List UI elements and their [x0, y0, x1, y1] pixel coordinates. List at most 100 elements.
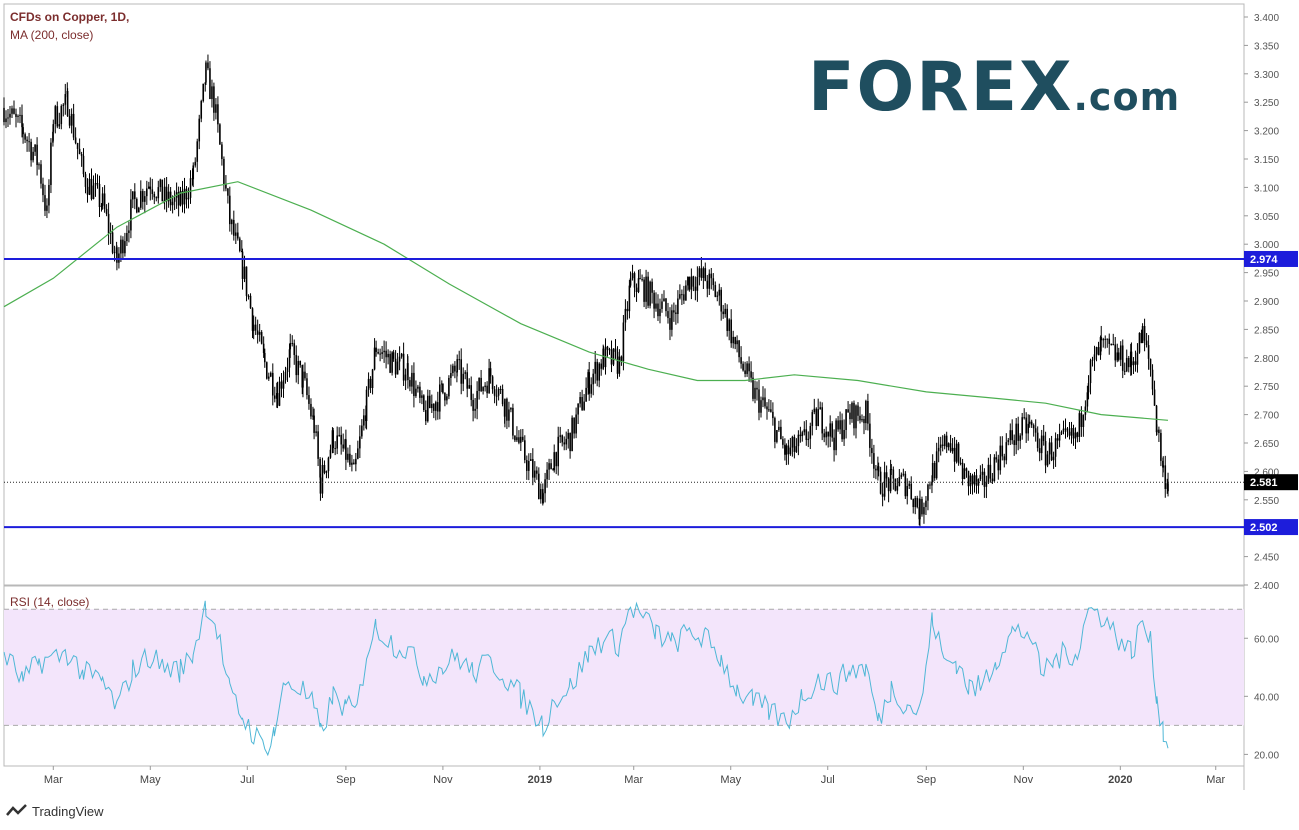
candle-body — [748, 363, 750, 372]
candle-body — [280, 381, 283, 389]
time-tick-label: Nov — [1014, 774, 1034, 786]
candle-body — [764, 397, 766, 407]
candle-body — [122, 239, 124, 254]
candle-body — [229, 195, 231, 225]
candle-body — [925, 500, 927, 508]
candle-body — [965, 468, 968, 471]
candle-body — [375, 347, 377, 352]
candle-body — [999, 445, 1002, 471]
time-tick-label: Mar — [1206, 774, 1225, 786]
rsi-tick-label: 40.00 — [1254, 692, 1279, 703]
candle-body — [1147, 345, 1150, 359]
candle-body — [423, 395, 425, 411]
time-tick-label: May — [720, 774, 741, 786]
candle-body — [468, 385, 471, 389]
candle-body — [1080, 413, 1083, 427]
candle-body — [227, 188, 229, 196]
candle-body — [889, 469, 892, 492]
candle-body — [592, 373, 594, 385]
candle-body — [803, 429, 806, 433]
candle-body — [1038, 448, 1041, 454]
candle-body — [718, 289, 721, 296]
price-tick-label: 2.900 — [1254, 297, 1279, 308]
candle-body — [302, 371, 304, 388]
candle-body — [486, 385, 488, 394]
candle-body — [649, 281, 651, 306]
candle-body — [869, 423, 871, 448]
candle-body — [736, 340, 738, 345]
tradingview-footer[interactable]: TradingView — [6, 803, 104, 819]
price-tick-label: 2.950 — [1254, 269, 1279, 280]
candle-body — [851, 402, 853, 420]
candle-body — [312, 415, 314, 417]
candle-body — [780, 426, 782, 440]
candle-body — [833, 437, 835, 451]
candle-body — [939, 444, 942, 448]
candle-body — [943, 435, 946, 446]
candle-body — [221, 144, 223, 159]
candle-body — [448, 377, 450, 397]
candle-body — [512, 407, 514, 436]
candle-body — [1082, 414, 1085, 427]
candle-body — [1156, 429, 1158, 433]
rsi-band — [4, 609, 1244, 726]
candle-body — [1141, 326, 1144, 344]
candle-body — [271, 372, 274, 396]
price-tick-label: 2.800 — [1254, 354, 1279, 365]
candle-body — [557, 436, 560, 467]
candle-body — [189, 178, 192, 198]
candle-body — [243, 266, 246, 279]
candle-body — [103, 193, 106, 209]
candle-body — [13, 108, 15, 114]
candle-body — [1074, 432, 1077, 439]
candle-body — [528, 460, 530, 471]
candle-body — [204, 82, 207, 84]
candle-body — [770, 409, 772, 412]
candle-body — [665, 298, 667, 312]
candle-body — [1050, 442, 1053, 461]
candle-body — [726, 308, 728, 331]
candle-body — [809, 426, 812, 439]
candle-body — [233, 219, 235, 236]
candle-body — [1127, 357, 1130, 368]
candle-body — [394, 358, 397, 375]
candle-body — [480, 377, 482, 392]
candle-body — [655, 303, 657, 309]
candle-body — [1078, 413, 1081, 437]
candle-body — [319, 477, 322, 494]
price-tick-label: 2.750 — [1254, 382, 1279, 393]
candle-body — [72, 113, 75, 138]
candle-body — [215, 104, 217, 113]
candle-body — [1058, 434, 1061, 441]
time-tick-label: Sep — [917, 774, 937, 786]
candle-body — [134, 191, 136, 199]
candle-body — [1001, 445, 1004, 457]
candle-body — [415, 388, 417, 397]
candle-body — [933, 462, 936, 479]
candle-body — [1068, 431, 1071, 436]
ma-200-line — [3, 181, 1169, 421]
candle-body — [957, 443, 960, 463]
candle-body — [807, 438, 810, 440]
candle-body — [577, 403, 579, 415]
candle-body — [171, 201, 174, 206]
candle-body — [369, 378, 372, 389]
candle-body — [728, 319, 730, 331]
candle-body — [937, 447, 940, 452]
candle-body — [101, 193, 104, 206]
candle-body — [24, 134, 26, 140]
time-tick-label: Mar — [44, 774, 63, 786]
candle-body — [207, 62, 209, 69]
candle-body — [760, 400, 762, 413]
candle-body — [319, 458, 321, 478]
candle-body — [555, 452, 558, 467]
candle-body — [1160, 433, 1162, 461]
candle-body — [1140, 332, 1143, 344]
candle-body — [82, 155, 85, 175]
candle-body — [602, 348, 605, 368]
candle-body — [425, 410, 427, 422]
candle-body — [671, 310, 673, 330]
candle-body — [706, 280, 709, 289]
candle-body — [931, 462, 934, 482]
